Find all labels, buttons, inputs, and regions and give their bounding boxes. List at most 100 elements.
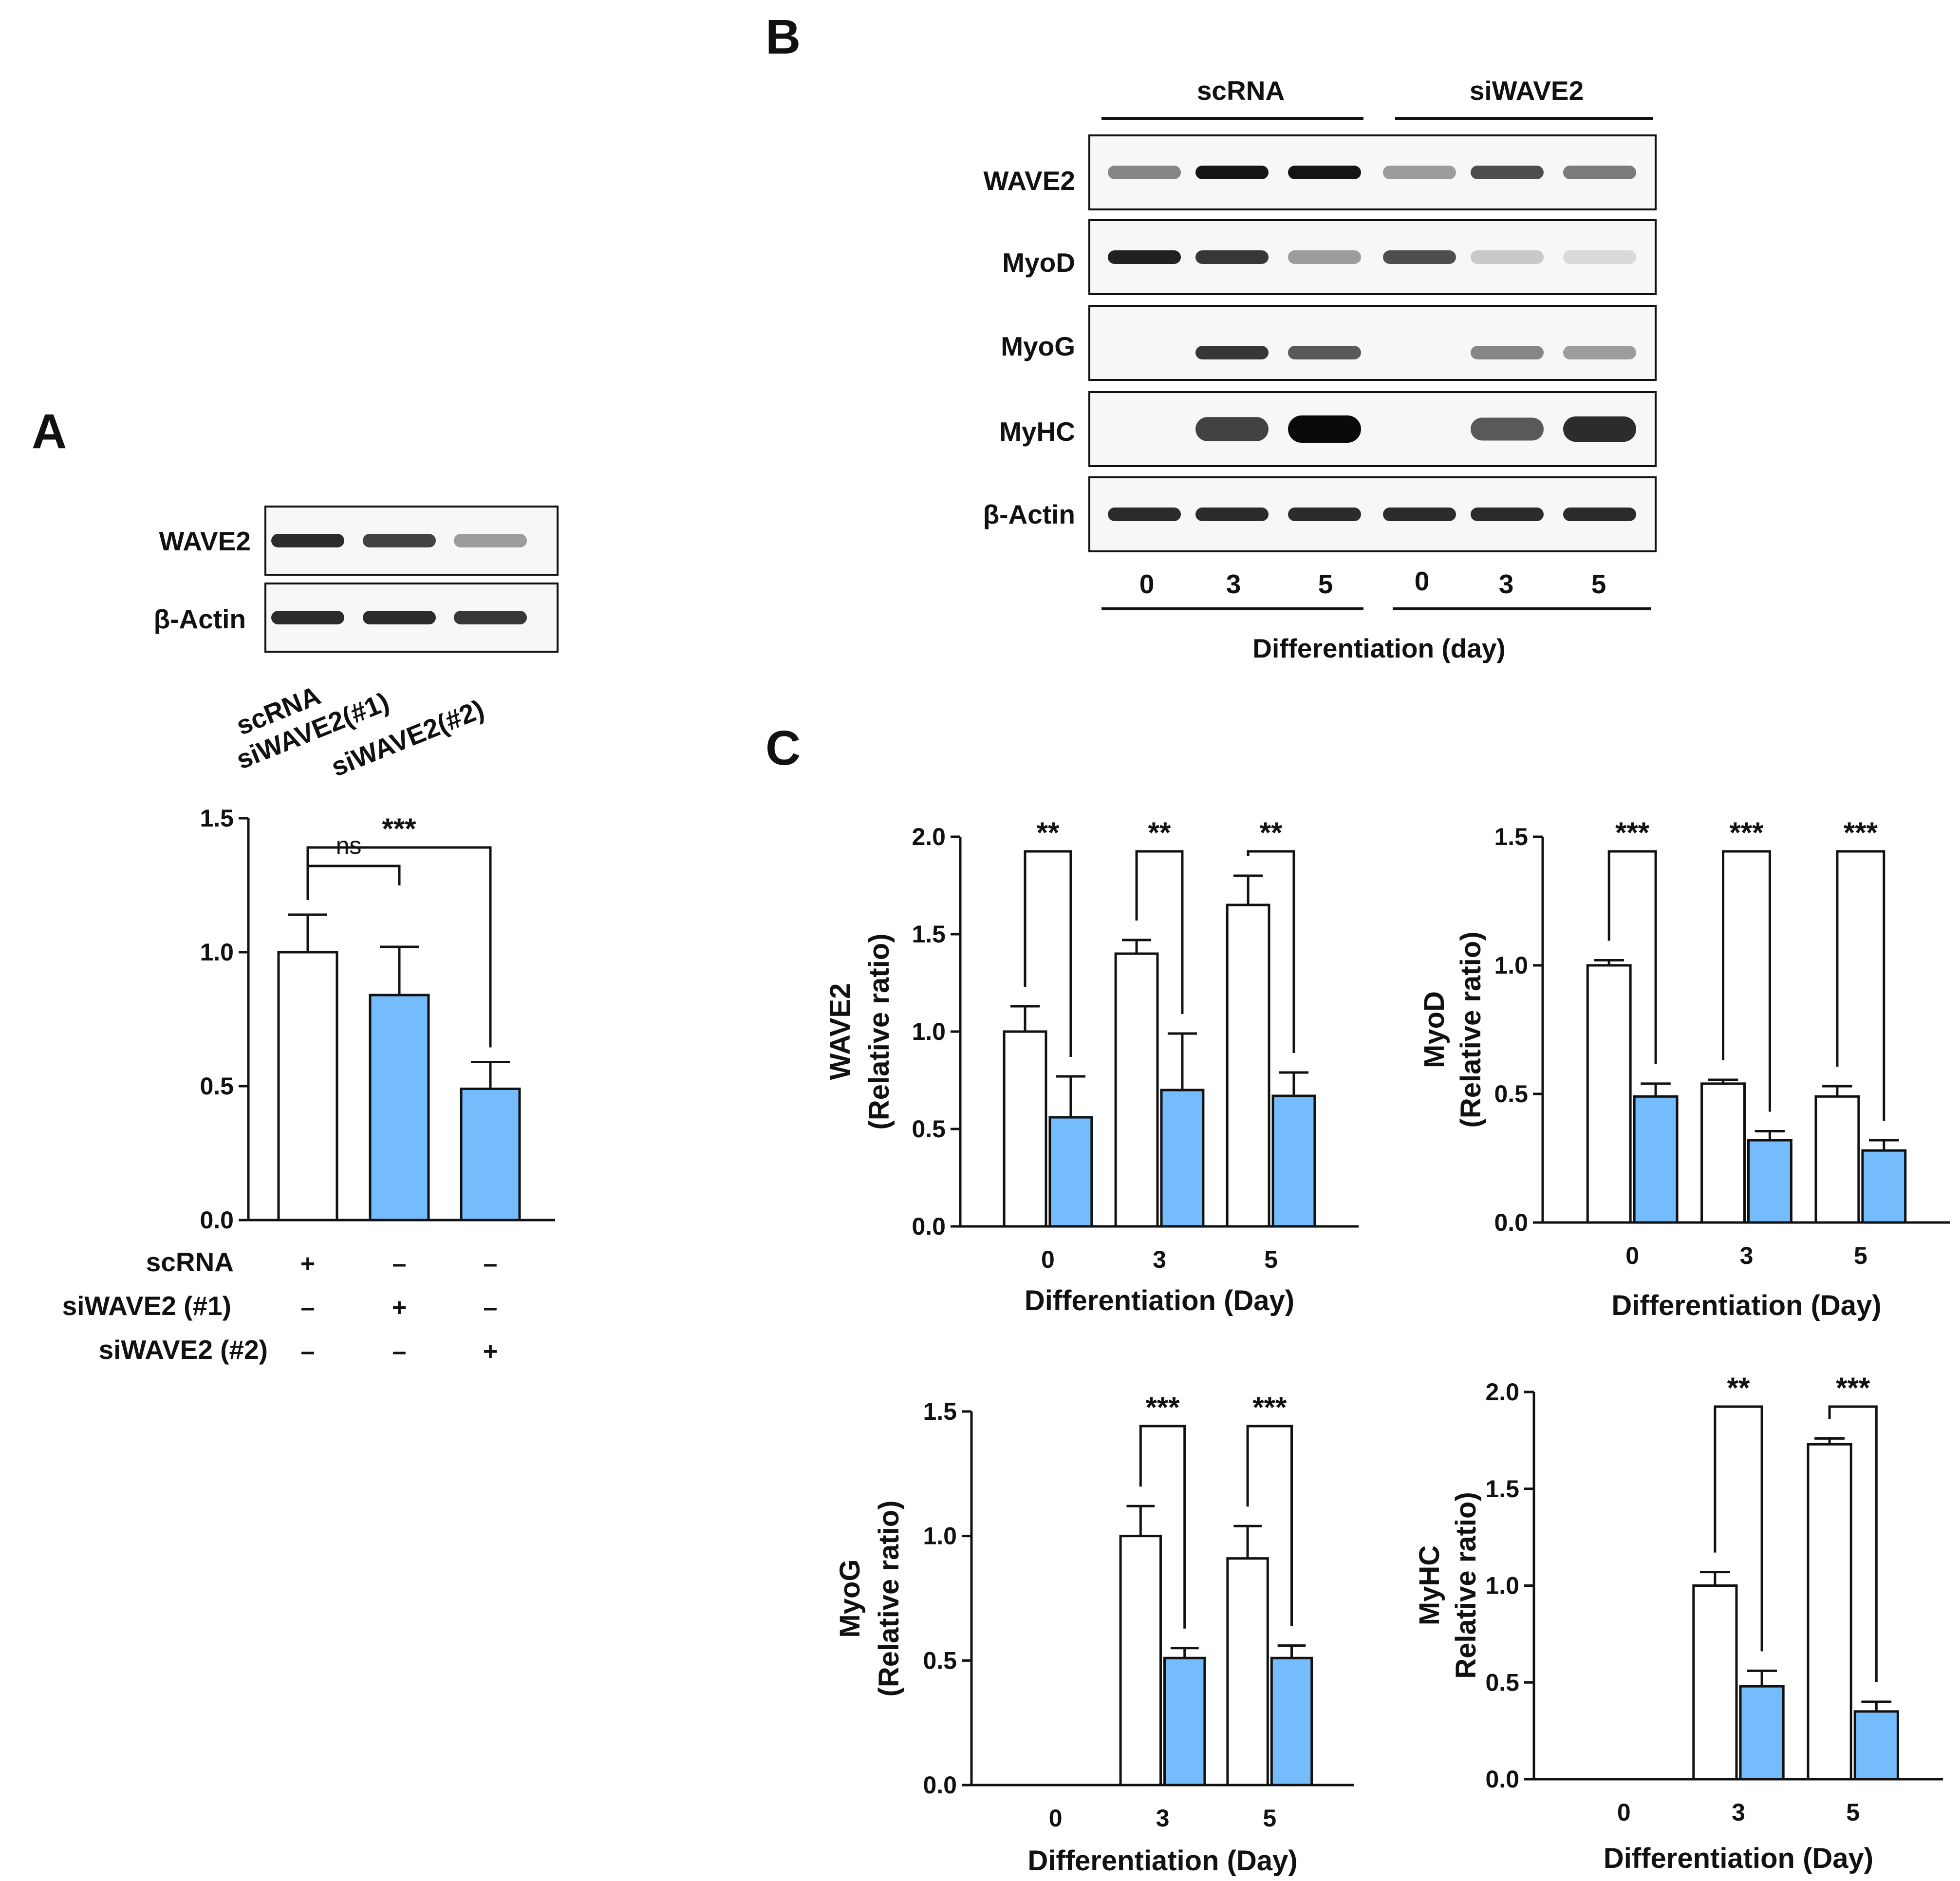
y-tick-label: 1.0 <box>912 1018 946 1045</box>
table-cell: + <box>392 1294 407 1322</box>
table-cell: + <box>483 1337 498 1366</box>
x-axis-title: Differentiation (Day) <box>1025 1285 1294 1317</box>
y-tick-label: 1.0 <box>923 1523 957 1550</box>
lane-label: 3 <box>1499 569 1514 599</box>
blot-box <box>1088 391 1657 467</box>
table-cell: – <box>392 1250 407 1278</box>
significance-bracket <box>306 865 401 885</box>
y-tick-label: 1.5 <box>1485 1475 1519 1503</box>
blot-band <box>1471 346 1544 359</box>
significance-bracket <box>1714 1405 1763 1652</box>
bar <box>369 994 430 1222</box>
x-tick-label: 3 <box>1156 1805 1170 1832</box>
y-tick-label: 0.0 <box>200 1206 234 1234</box>
y-axis-title-line2: (Relative ratio) <box>873 1501 905 1697</box>
blot-box <box>1088 476 1657 552</box>
y-tick-label: 1.5 <box>200 805 234 832</box>
blot-band <box>1383 166 1456 179</box>
bar <box>1814 1095 1860 1224</box>
bar <box>277 951 338 1222</box>
x-tick-label: 0 <box>1625 1242 1639 1269</box>
blot-band <box>1383 250 1456 264</box>
significance-bracket <box>1607 850 1657 1064</box>
x-tick-label: 0 <box>1041 1246 1055 1273</box>
blot-band <box>1288 415 1361 443</box>
x-axis-title: Differentiation (Day) <box>1611 1290 1881 1321</box>
bar <box>1160 1089 1205 1228</box>
chart-c-myhc: 0.0 0.5 1.0 1.5 2.0 0 3 5 Differentiation (Day) M… <box>1414 1372 1943 1874</box>
blot-band <box>1471 166 1544 179</box>
significance-label: *** <box>1252 1391 1287 1424</box>
y-tick-label: 1.0 <box>1485 1572 1519 1599</box>
bar <box>1114 952 1159 1228</box>
x-tick-label: 3 <box>1732 1799 1745 1826</box>
blot-band <box>1563 250 1636 264</box>
blot-band <box>1195 346 1269 359</box>
bar <box>1853 1710 1899 1781</box>
y-tick-label: 1.5 <box>923 1398 957 1425</box>
blot-band <box>1195 417 1269 441</box>
y-tick-label: 2.0 <box>912 823 946 850</box>
panel-b-blot: scRNA siWAVE2 WAVE2 MyoD MyoG MyHC β-Act… <box>983 75 1657 663</box>
significance-label: ** <box>1260 816 1283 849</box>
blot-band <box>1563 166 1636 179</box>
significance-bracket <box>306 846 492 1048</box>
y-tick-label: 1.0 <box>200 939 234 966</box>
significance-bracket <box>1024 850 1072 1057</box>
bar <box>1119 1535 1162 1787</box>
blot-band <box>454 611 527 624</box>
significance-bracket <box>1828 1405 1878 1682</box>
table-cell: – <box>484 1294 498 1322</box>
bar <box>1747 1139 1792 1224</box>
table-row-label-siwave2-1: siWAVE2 (#1) <box>62 1291 231 1321</box>
significance-label: *** <box>1836 1372 1870 1404</box>
bar <box>1226 903 1270 1228</box>
blot-box <box>1088 134 1657 210</box>
blot-band <box>1471 508 1544 521</box>
bar <box>1807 1443 1852 1781</box>
y-tick-label: 0.5 <box>200 1072 234 1100</box>
blot-band <box>1195 508 1269 521</box>
significance-label: *** <box>1145 1391 1180 1424</box>
y-tick-label: 1.5 <box>912 921 946 948</box>
lane-label: 5 <box>1591 569 1606 599</box>
x-axis-title: Differentiation (Day) <box>1027 1845 1297 1877</box>
blot-band <box>1563 416 1636 442</box>
y-tick-label: 1.0 <box>1494 952 1528 979</box>
blot-band <box>1563 346 1636 359</box>
lane-label: 5 <box>1318 569 1333 599</box>
blot-band <box>363 534 436 547</box>
blot-band <box>1108 508 1181 521</box>
blot-band <box>271 611 344 624</box>
table-row-label-siwave2-2: siWAVE2 (#2) <box>99 1335 268 1365</box>
blot-band <box>1108 250 1181 264</box>
y-axis-title: MyHC <box>1414 1545 1445 1625</box>
y-axis-title: WAVE2 <box>824 983 856 1080</box>
y-tick-label: 0.5 <box>912 1115 946 1143</box>
blot-band <box>1288 250 1361 264</box>
blot-band <box>1383 508 1456 521</box>
significance-bracket <box>1247 850 1295 1053</box>
bar <box>1003 1030 1047 1228</box>
lane-label: 3 <box>1226 569 1241 599</box>
table-cell: – <box>301 1294 315 1322</box>
blot-band <box>1288 346 1361 359</box>
bar <box>1586 964 1632 1224</box>
blot-row-label-wave2: WAVE2 <box>984 166 1075 196</box>
y-tick-label: 0.5 <box>923 1647 957 1674</box>
blot-band <box>1288 166 1361 179</box>
significance-label: ** <box>1037 816 1060 849</box>
x-tick-label: 3 <box>1740 1242 1754 1269</box>
blot-row-label-actin: β-Actin <box>154 604 246 634</box>
table-row-label-scrna: scRNA <box>146 1247 234 1277</box>
blot-band <box>1195 166 1269 179</box>
bar <box>1271 1094 1316 1228</box>
bar <box>1163 1656 1206 1787</box>
table-cell: – <box>484 1250 498 1278</box>
significance-bracket <box>1139 1425 1186 1629</box>
significance-bracket <box>1246 1425 1293 1626</box>
panel-letter-c: C <box>765 721 801 775</box>
y-axis-title-line2: Relative ratio) <box>1450 1492 1482 1679</box>
y-axis-title-line2: (Relative ratio) <box>863 934 895 1130</box>
